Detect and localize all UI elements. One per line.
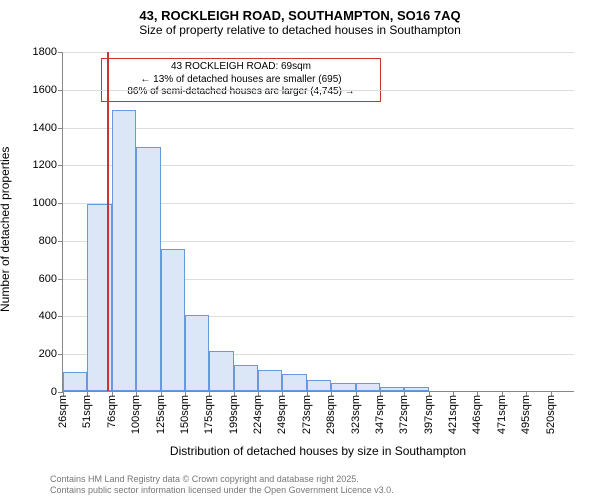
y-tick-label: 1600 xyxy=(33,84,63,96)
x-tick-label: 421sqm xyxy=(447,391,459,434)
bar xyxy=(136,147,160,391)
x-tick-label: 199sqm xyxy=(228,391,240,434)
y-tick-label: 200 xyxy=(39,348,63,360)
reference-line xyxy=(107,52,109,391)
y-tick-label: 1800 xyxy=(33,46,63,58)
x-axis-label: Distribution of detached houses by size … xyxy=(62,444,574,458)
x-tick-label: 397sqm xyxy=(423,391,435,434)
x-tick-label: 520sqm xyxy=(545,391,557,434)
x-tick-label: 224sqm xyxy=(252,391,264,434)
footer-line: Contains HM Land Registry data © Crown c… xyxy=(50,474,394,485)
annotation-line: 43 ROCKLEIGH ROAD: 69sqm xyxy=(108,61,374,74)
y-axis-label: Number of detached properties xyxy=(0,147,12,312)
grid-line xyxy=(63,52,574,53)
grid-line xyxy=(63,90,574,91)
x-tick-label: 125sqm xyxy=(155,391,167,434)
y-tick-label: 1000 xyxy=(33,197,63,209)
bar xyxy=(307,380,331,391)
x-tick-label: 51sqm xyxy=(81,391,93,428)
y-tick-label: 1400 xyxy=(33,122,63,134)
bar xyxy=(258,370,282,391)
x-tick-label: 26sqm xyxy=(57,391,69,428)
x-tick-label: 495sqm xyxy=(520,391,532,434)
footer-attribution: Contains HM Land Registry data © Crown c… xyxy=(50,474,394,496)
chart-container: 43, ROCKLEIGH ROAD, SOUTHAMPTON, SO16 7A… xyxy=(0,0,600,500)
bar xyxy=(282,374,306,391)
x-tick-label: 298sqm xyxy=(325,391,337,434)
bar xyxy=(185,315,209,391)
y-tick-label: 1200 xyxy=(33,159,63,171)
chart-subtitle: Size of property relative to detached ho… xyxy=(0,23,600,41)
grid-line xyxy=(63,128,574,129)
x-tick-label: 471sqm xyxy=(496,391,508,434)
annotation-line: ← 13% of detached houses are smaller (69… xyxy=(108,74,374,87)
annotation-box: 43 ROCKLEIGH ROAD: 69sqm← 13% of detache… xyxy=(101,58,381,102)
bar xyxy=(234,365,258,391)
x-tick-label: 372sqm xyxy=(398,391,410,434)
x-tick-label: 323sqm xyxy=(350,391,362,434)
y-tick-label: 800 xyxy=(39,235,63,247)
plot-area: 43 ROCKLEIGH ROAD: 69sqm← 13% of detache… xyxy=(62,52,574,392)
x-tick-label: 175sqm xyxy=(203,391,215,434)
y-tick-label: 400 xyxy=(39,310,63,322)
bar xyxy=(112,110,136,391)
x-tick-label: 347sqm xyxy=(374,391,386,434)
x-tick-label: 76sqm xyxy=(106,391,118,428)
y-tick-label: 600 xyxy=(39,273,63,285)
x-tick-label: 100sqm xyxy=(130,391,142,434)
bar xyxy=(331,383,355,391)
bar xyxy=(209,351,233,391)
x-tick-label: 150sqm xyxy=(179,391,191,434)
footer-line: Contains public sector information licen… xyxy=(50,485,394,496)
annotation-line: 86% of semi-detached houses are larger (… xyxy=(108,86,374,99)
x-tick-label: 446sqm xyxy=(471,391,483,434)
bar xyxy=(356,383,380,391)
x-tick-label: 249sqm xyxy=(276,391,288,434)
bar xyxy=(63,372,87,391)
chart-title: 43, ROCKLEIGH ROAD, SOUTHAMPTON, SO16 7A… xyxy=(0,0,600,23)
x-tick-label: 273sqm xyxy=(301,391,313,434)
bar xyxy=(161,249,185,391)
